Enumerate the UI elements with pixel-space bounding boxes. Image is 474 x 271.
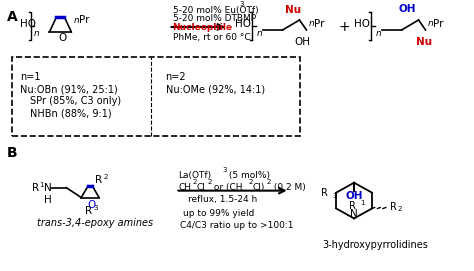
Text: O: O: [87, 199, 95, 209]
Text: 3: 3: [93, 205, 98, 211]
Text: reflux, 1.5-24 h: reflux, 1.5-24 h: [188, 195, 258, 204]
Text: 2: 2: [267, 179, 271, 185]
Text: O: O: [58, 33, 67, 43]
Text: Cl: Cl: [196, 183, 205, 192]
Text: n: n: [309, 20, 314, 28]
Text: 3: 3: [332, 193, 337, 199]
Text: n: n: [257, 29, 263, 38]
Text: N: N: [44, 183, 51, 193]
Text: n: n: [428, 20, 433, 28]
Text: CH: CH: [179, 183, 191, 192]
Text: SPr (85%, C3 only): SPr (85%, C3 only): [30, 96, 121, 106]
Text: R: R: [85, 207, 92, 217]
Text: 1: 1: [360, 199, 365, 205]
Text: 3: 3: [239, 1, 244, 7]
Text: or (CH: or (CH: [211, 183, 243, 192]
Text: HO: HO: [235, 19, 251, 29]
Text: Nu: Nu: [284, 5, 301, 15]
Text: 2: 2: [103, 174, 108, 180]
Text: n: n: [34, 29, 39, 38]
Text: La(OTf): La(OTf): [179, 171, 211, 180]
Text: NHBn (88%, 9:1): NHBn (88%, 9:1): [30, 108, 111, 118]
Text: Nu:OMe (92%, 14:1): Nu:OMe (92%, 14:1): [165, 85, 264, 95]
Text: trans-3,4-epoxy amines: trans-3,4-epoxy amines: [36, 218, 153, 228]
Text: Nu: Nu: [416, 37, 432, 47]
Text: Nucleophile: Nucleophile: [173, 24, 233, 33]
Text: A: A: [7, 10, 18, 24]
Text: R: R: [95, 175, 102, 185]
Text: n: n: [376, 29, 382, 38]
Text: up to 99% yield: up to 99% yield: [183, 209, 255, 218]
Text: Cl): Cl): [253, 183, 265, 192]
Text: 5-20 mol% Eu(OTf): 5-20 mol% Eu(OTf): [173, 6, 258, 15]
Text: 2: 2: [249, 179, 253, 185]
Text: R: R: [390, 202, 397, 212]
Text: 5-20 mol% DTBMP: 5-20 mol% DTBMP: [173, 14, 255, 22]
Text: OH: OH: [294, 37, 310, 47]
Text: n=1: n=1: [20, 72, 40, 82]
Text: Nu:OBn (91%, 25:1): Nu:OBn (91%, 25:1): [20, 85, 118, 95]
Text: Pr: Pr: [314, 19, 325, 29]
Text: 2: 2: [207, 179, 211, 185]
Text: Pr: Pr: [433, 19, 444, 29]
Text: 1: 1: [39, 182, 44, 188]
Text: N: N: [350, 209, 358, 220]
Text: C4/C3 ratio up to >100:1: C4/C3 ratio up to >100:1: [181, 221, 294, 230]
Text: HO: HO: [354, 19, 370, 29]
Text: HO: HO: [20, 19, 36, 29]
Text: 2: 2: [398, 207, 402, 212]
Text: Pr: Pr: [79, 15, 90, 25]
Text: R: R: [32, 183, 39, 193]
Text: PhMe, rt or 60 °C: PhMe, rt or 60 °C: [173, 33, 250, 42]
Text: 3: 3: [222, 167, 227, 173]
Text: +: +: [338, 20, 350, 34]
Text: B: B: [7, 146, 18, 160]
Text: n=2: n=2: [165, 72, 186, 82]
Text: 3-hydroxypyrrolidines: 3-hydroxypyrrolidines: [322, 240, 428, 250]
Text: 2: 2: [192, 179, 197, 185]
Text: (5 mol%): (5 mol%): [226, 171, 270, 180]
Text: H: H: [44, 195, 51, 205]
Text: n: n: [73, 15, 79, 24]
Text: (0.2 M): (0.2 M): [271, 183, 305, 192]
Text: OH: OH: [399, 4, 416, 14]
Text: R: R: [349, 201, 356, 211]
Text: OH: OH: [346, 191, 363, 201]
Text: R: R: [321, 188, 328, 198]
